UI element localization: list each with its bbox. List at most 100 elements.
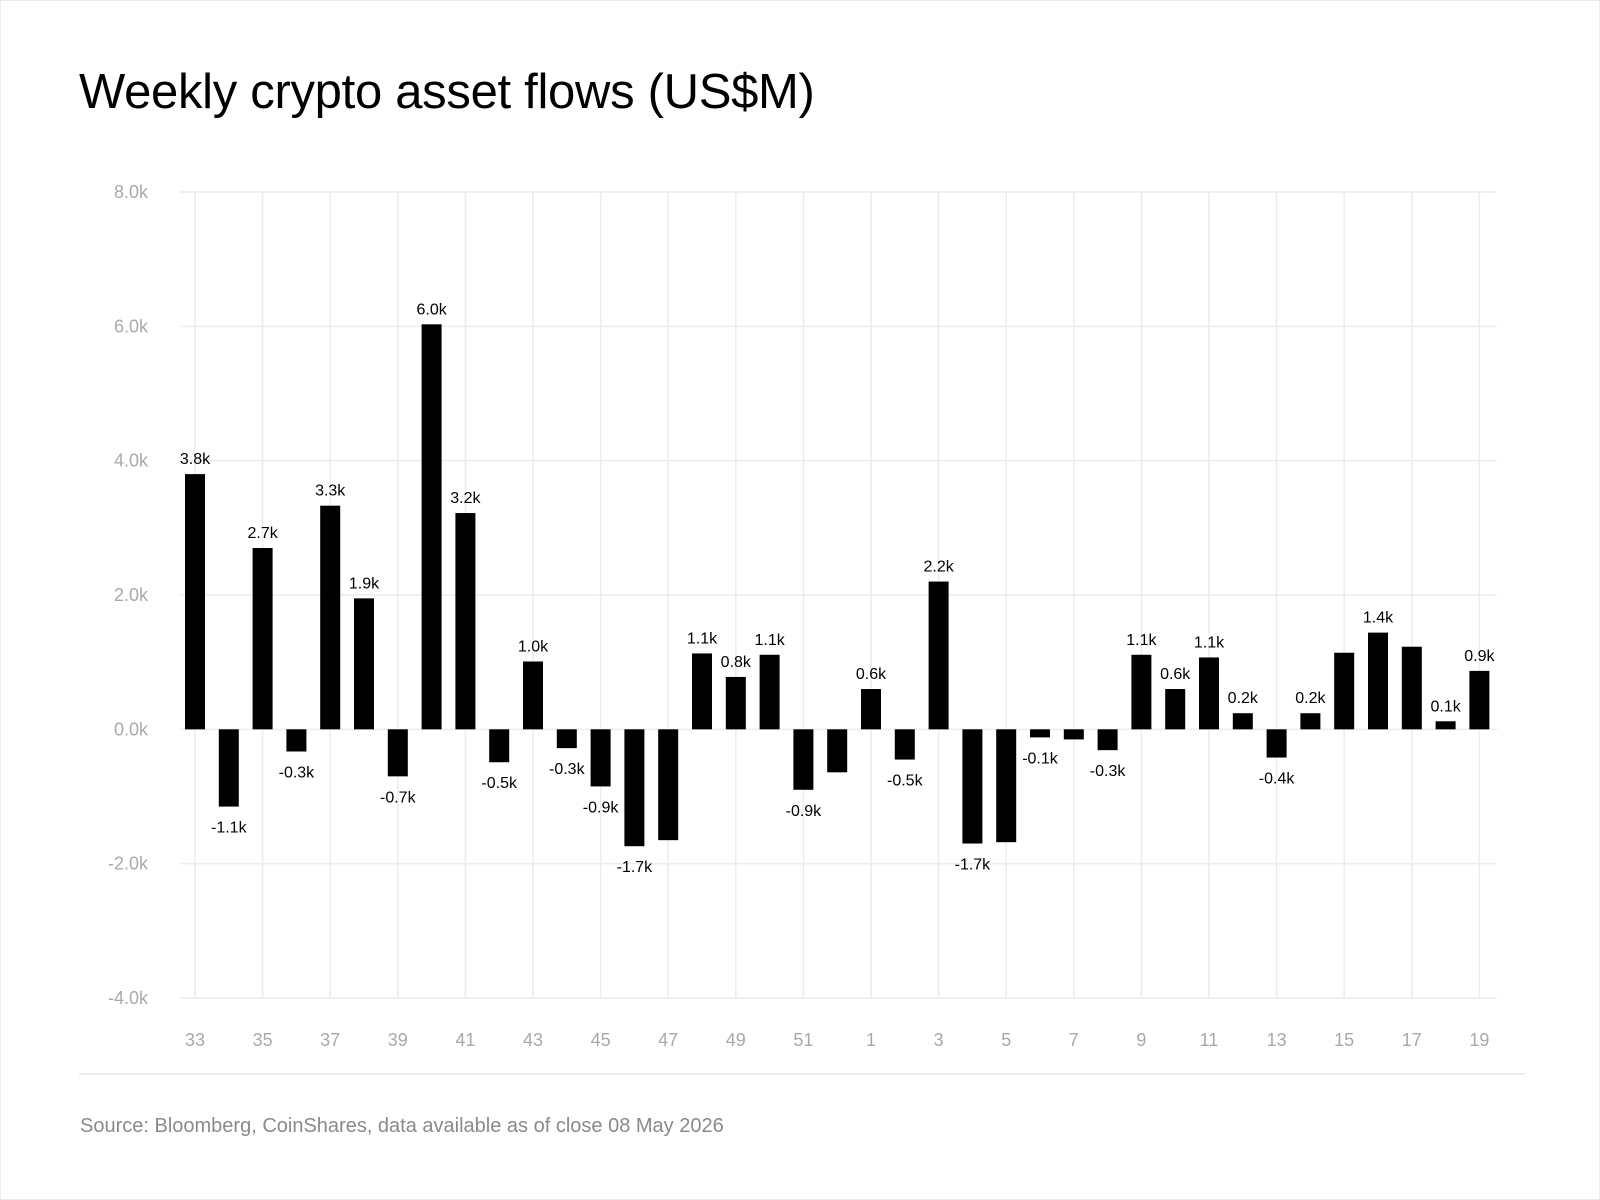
bar xyxy=(928,581,949,730)
x-tick-label: 39 xyxy=(388,1030,408,1050)
data-label: -0.1k xyxy=(1022,750,1059,767)
data-label: 0.2k xyxy=(1228,690,1259,707)
x-tick-label: 41 xyxy=(455,1030,475,1050)
bar xyxy=(1401,646,1422,730)
data-label: 6.0k xyxy=(416,301,447,318)
data-label: 1.1k xyxy=(687,630,718,647)
bar xyxy=(252,547,273,730)
data-label: 3.2k xyxy=(450,490,481,507)
bar xyxy=(556,729,577,749)
bar xyxy=(185,474,205,730)
y-tick-label: 0.0k xyxy=(114,719,149,739)
data-label: 3.3k xyxy=(315,483,346,500)
x-tick-label: 51 xyxy=(793,1030,813,1050)
bar xyxy=(962,729,983,844)
y-tick-label: 8.0k xyxy=(114,182,149,202)
bar xyxy=(286,729,307,752)
data-label: -0.3k xyxy=(279,764,316,781)
x-tick-label: 19 xyxy=(1469,1030,1489,1050)
data-label: 2.2k xyxy=(923,559,954,576)
x-tick-label: 33 xyxy=(185,1030,205,1050)
x-tick-label: 11 xyxy=(1200,1030,1219,1050)
bar xyxy=(692,653,712,730)
bar xyxy=(1063,729,1084,740)
data-label: -0.9k xyxy=(583,799,620,816)
x-tick-label: 7 xyxy=(1069,1030,1079,1050)
bar xyxy=(1469,670,1490,730)
data-label: 3.8k xyxy=(180,451,211,468)
x-tick-label: 37 xyxy=(320,1030,340,1050)
footer-divider xyxy=(79,1073,1525,1075)
bar xyxy=(354,598,374,730)
bar xyxy=(455,513,476,730)
source-note: Source: Bloomberg, CoinShares, data avai… xyxy=(80,1115,724,1137)
data-label: 0.6k xyxy=(1160,666,1191,683)
bar xyxy=(1097,729,1118,751)
x-tick-label: 13 xyxy=(1267,1030,1287,1050)
bar xyxy=(590,729,611,787)
bar xyxy=(421,324,442,730)
x-tick-label: 47 xyxy=(658,1030,678,1050)
x-tick-label: 35 xyxy=(253,1030,273,1050)
data-label: -0.5k xyxy=(481,775,518,792)
bar xyxy=(1030,729,1050,738)
bar xyxy=(320,505,341,730)
data-label: -0.3k xyxy=(549,761,586,778)
bar xyxy=(1435,721,1456,730)
data-label: 0.8k xyxy=(721,654,752,671)
bar xyxy=(1266,729,1287,758)
data-label: -0.4k xyxy=(1259,771,1296,788)
bar xyxy=(1232,713,1253,730)
bar xyxy=(1300,713,1321,730)
bar xyxy=(387,729,408,777)
data-label: 1.1k xyxy=(1126,632,1157,649)
data-label: 1.9k xyxy=(349,575,380,592)
data-label: -0.9k xyxy=(786,803,823,820)
bar xyxy=(624,729,645,847)
bar xyxy=(1131,654,1152,730)
x-tick-label: 5 xyxy=(1001,1030,1011,1050)
data-label: 0.9k xyxy=(1464,648,1495,665)
bar xyxy=(658,729,679,841)
bar xyxy=(996,729,1017,843)
x-tick-label: 49 xyxy=(726,1030,746,1050)
data-label: 0.1k xyxy=(1430,698,1461,715)
bar xyxy=(793,729,814,790)
y-tick-label: 4.0k xyxy=(114,451,149,471)
y-tick-label: -2.0k xyxy=(108,854,149,874)
bar xyxy=(1334,652,1355,730)
data-label: -0.3k xyxy=(1090,763,1127,780)
bar xyxy=(523,661,543,730)
x-tick-label: 9 xyxy=(1136,1030,1146,1050)
data-label: 0.2k xyxy=(1295,690,1326,707)
y-tick-label: 2.0k xyxy=(114,585,149,605)
bar xyxy=(1199,657,1219,730)
x-tick-label: 3 xyxy=(934,1030,944,1050)
data-label: -1.1k xyxy=(211,820,248,837)
x-tick-label: 43 xyxy=(523,1030,543,1050)
bar xyxy=(1165,689,1186,730)
data-label: 2.7k xyxy=(247,525,278,542)
y-tick-label: -4.0k xyxy=(108,988,149,1008)
data-label: 1.0k xyxy=(518,638,549,655)
bar xyxy=(1368,632,1388,730)
bar xyxy=(489,729,510,763)
x-tick-label: 1 xyxy=(866,1030,876,1050)
data-label: 0.6k xyxy=(856,666,887,683)
data-label: -0.7k xyxy=(380,789,417,806)
y-tick-label: 6.0k xyxy=(114,316,149,336)
data-label: 1.4k xyxy=(1363,610,1394,627)
bar xyxy=(894,729,915,760)
bar xyxy=(861,689,881,730)
bar xyxy=(218,729,239,807)
x-tick-label: 17 xyxy=(1402,1030,1422,1050)
data-label: -1.7k xyxy=(955,857,992,874)
data-label: 1.1k xyxy=(754,632,785,649)
bar xyxy=(759,654,780,730)
data-label: -0.5k xyxy=(887,773,924,790)
bar xyxy=(725,676,746,730)
x-tick-label: 45 xyxy=(591,1030,611,1050)
data-label: 1.1k xyxy=(1194,634,1225,651)
data-label: -1.7k xyxy=(617,859,654,876)
